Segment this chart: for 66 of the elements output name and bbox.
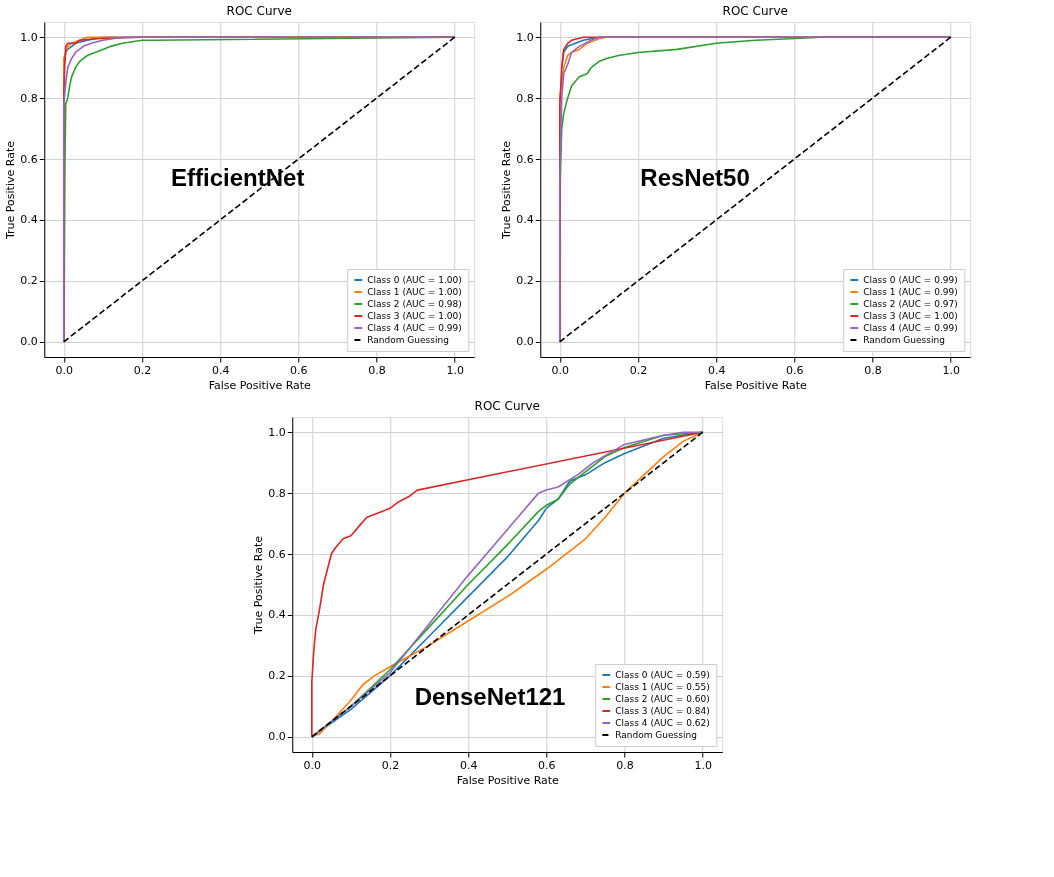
x-tick-label: 0.8 [616, 758, 634, 772]
legend-label: Class 4 (AUC = 0.62) [615, 718, 710, 728]
x-tick-label: 0.2 [133, 363, 152, 377]
x-tick-label: 0.6 [786, 363, 804, 377]
y-axis-title: True Positive Rate [4, 140, 18, 240]
x-tick-label: 1.0 [942, 363, 960, 377]
y-tick-label: 0.4 [20, 213, 38, 227]
legend-label: Class 0 (AUC = 0.59) [615, 670, 710, 680]
x-tick-label: 0.2 [381, 758, 400, 772]
legend-label: Class 3 (AUC = 0.84) [615, 706, 710, 716]
x-tick-label: 1.0 [446, 363, 464, 377]
y-tick-label: 0.2 [268, 669, 286, 683]
y-axis-title: True Positive Rate [252, 535, 266, 635]
y-tick-label: 1.0 [20, 30, 38, 44]
x-tick-label: 0.0 [551, 363, 570, 377]
y-tick-label: 0.4 [516, 213, 534, 227]
x-tick-label: 0.8 [368, 363, 386, 377]
x-tick-label: 1.0 [694, 758, 712, 772]
legend-label: Class 4 (AUC = 0.99) [367, 323, 462, 333]
y-tick-label: 1.0 [268, 425, 286, 439]
x-tick-label: 0.0 [55, 363, 74, 377]
x-tick-label: 0.6 [538, 758, 556, 772]
y-tick-label: 0.8 [20, 91, 38, 105]
legend-label: Class 1 (AUC = 0.99) [863, 287, 958, 297]
chart-title: ROC Curve [722, 4, 788, 18]
annotation: EfficientNet [171, 164, 305, 192]
y-tick-label: 0.6 [268, 547, 286, 561]
y-tick-label: 0.2 [20, 274, 38, 288]
legend-label: Class 3 (AUC = 1.00) [367, 311, 462, 321]
legend-label: Random Guessing [367, 335, 449, 345]
legend-label: Class 2 (AUC = 0.97) [863, 299, 958, 309]
legend-label: Class 1 (AUC = 0.55) [615, 682, 710, 692]
annotation: ResNet50 [640, 164, 750, 192]
x-tick-label: 0.0 [303, 758, 322, 772]
x-tick-label: 0.2 [629, 363, 648, 377]
chart-title: ROC Curve [474, 399, 540, 413]
y-tick-label: 0.6 [516, 152, 534, 166]
legend-label: Random Guessing [863, 335, 945, 345]
y-tick-label: 0.8 [516, 91, 534, 105]
legend-label: Class 1 (AUC = 1.00) [367, 287, 462, 297]
x-tick-label: 0.4 [707, 363, 726, 377]
y-tick-label: 1.0 [516, 30, 534, 44]
y-tick-label: 0.6 [20, 152, 38, 166]
legend-label: Class 2 (AUC = 0.98) [367, 299, 462, 309]
y-tick-label: 0.8 [268, 486, 286, 500]
x-axis-title: False Positive Rate [704, 378, 808, 392]
x-tick-label: 0.4 [211, 363, 230, 377]
legend-label: Random Guessing [615, 730, 697, 740]
x-tick-label: 0.4 [459, 758, 478, 772]
x-axis-title: False Positive Rate [208, 378, 312, 392]
y-tick-label: 0.2 [516, 274, 534, 288]
annotation: DenseNet121 [414, 683, 566, 711]
x-axis-title: False Positive Rate [456, 773, 560, 787]
legend-label: Class 0 (AUC = 0.99) [863, 275, 958, 285]
chart-title: ROC Curve [226, 4, 292, 18]
legend-label: Class 3 (AUC = 1.00) [863, 311, 958, 321]
y-tick-label: 0.0 [516, 335, 534, 349]
legend-label: Class 4 (AUC = 0.99) [863, 323, 958, 333]
x-tick-label: 0.8 [864, 363, 882, 377]
y-axis-title: True Positive Rate [500, 140, 514, 240]
y-tick-label: 0.4 [268, 608, 286, 622]
y-tick-label: 0.0 [20, 335, 38, 349]
x-tick-label: 0.6 [290, 363, 308, 377]
y-tick-label: 0.0 [268, 730, 286, 744]
legend-label: Class 0 (AUC = 1.00) [367, 275, 462, 285]
legend-label: Class 2 (AUC = 0.60) [615, 694, 710, 704]
